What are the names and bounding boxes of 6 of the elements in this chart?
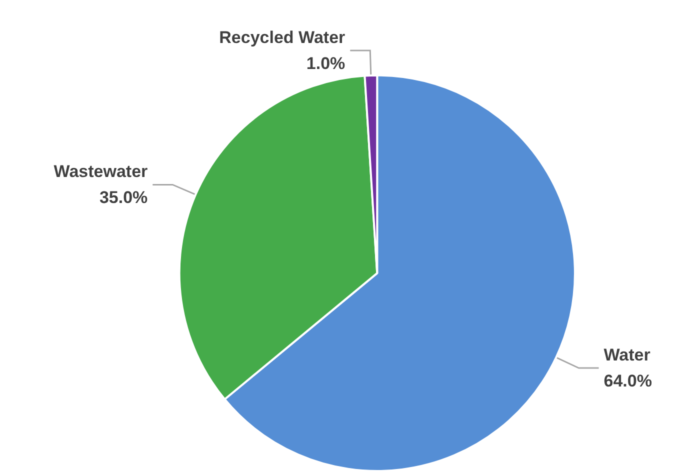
data-label: 1.0%	[306, 54, 346, 73]
slice-label: Water	[604, 346, 651, 365]
data-label: 35.0%	[99, 188, 148, 208]
slice-label: Wastewater	[54, 162, 148, 182]
data-label: 64.0%	[604, 372, 652, 391]
slice-label: Recycled Water	[219, 28, 346, 47]
